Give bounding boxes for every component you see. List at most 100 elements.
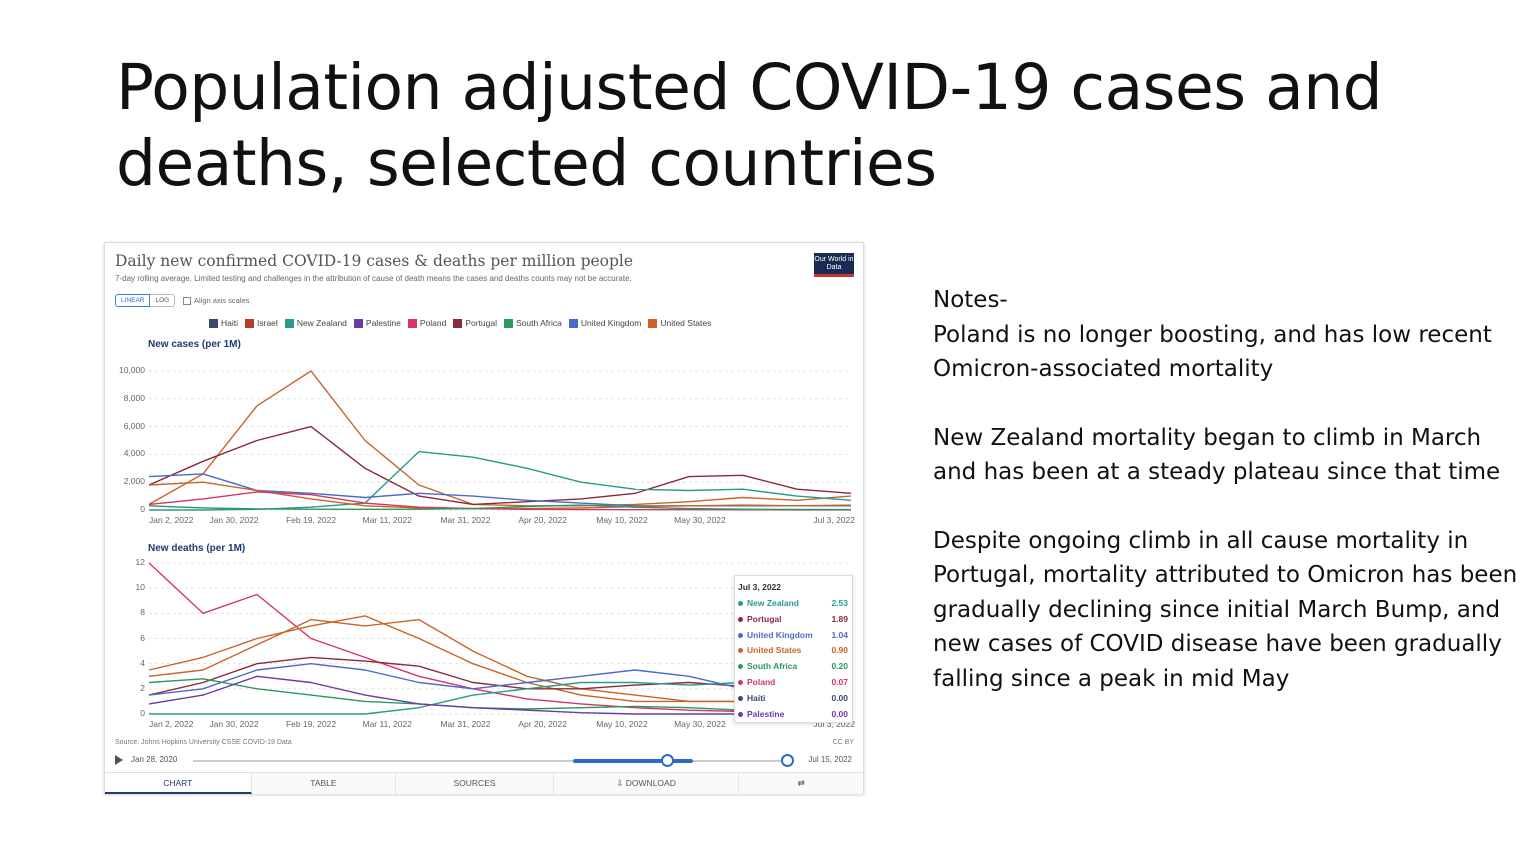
license-link[interactable]: CC BY (832, 739, 854, 746)
notes-heading: Notes- (933, 287, 1008, 313)
x-tick-label: Jan 30, 2022 (209, 719, 259, 729)
legend-label: Poland (419, 318, 447, 328)
tooltip-dot (738, 711, 743, 717)
y-tick-label: 10 (135, 582, 145, 593)
timeline-track[interactable] (193, 760, 791, 762)
align-axis-checkbox[interactable]: Align axis scales (183, 296, 249, 305)
legend-item-poland[interactable]: Poland (407, 318, 447, 328)
x-tick-label: Feb 19, 2022 (285, 515, 337, 525)
legend-label: United States (660, 318, 712, 328)
tooltip-dot (738, 695, 743, 701)
x-tick-label: Jul 3, 2022 (813, 515, 855, 525)
timeline-end-label: Jul 15, 2022 (808, 755, 852, 764)
tooltip-row: Palestine 0.00 (738, 709, 848, 719)
legend-swatch (648, 318, 658, 328)
note-new-zealand: New Zealand mortality began to climb in … (933, 424, 1501, 486)
series-line-portugal[interactable] (148, 425, 852, 506)
y-tick-label: 4,000 (123, 448, 145, 459)
linear-scale-button[interactable]: LINEAR (115, 294, 151, 307)
series-line-israel[interactable] (148, 370, 852, 507)
tooltip-row: Haiti 0.00 (738, 693, 848, 703)
play-icon[interactable] (115, 755, 123, 765)
legend-label: South Africa (516, 318, 562, 328)
tab-chart[interactable]: CHART (105, 773, 252, 794)
y-tick-label: 0 (140, 504, 145, 514)
y-tick-label: 8 (140, 607, 145, 618)
slide-title: Population adjusted COVID-19 cases and d… (116, 50, 1416, 202)
x-tick-label: Jan 2, 2022 (149, 515, 194, 525)
note-poland: Poland is no longer boosting, and has lo… (933, 321, 1492, 383)
y-tick-label: 2,000 (123, 476, 145, 487)
chart-subtitle: 7-day rolling average. Limited testing a… (115, 274, 632, 283)
tooltip-series-name: South Africa (747, 661, 798, 672)
y-tick-label: 12 (135, 557, 145, 567)
x-tick-label: May 10, 2022 (596, 515, 648, 525)
legend-swatch (284, 318, 294, 328)
tooltip-series-value: 0.20 (831, 661, 848, 672)
series-line-new-zealand[interactable] (149, 450, 852, 511)
share-button[interactable]: ⇄ (739, 773, 863, 794)
legend-item-united-kingdom[interactable]: United Kingdom (568, 318, 641, 328)
x-tick-label: Mar 31, 2022 (440, 515, 491, 525)
legend-item-palestine[interactable]: Palestine (353, 318, 401, 328)
owid-logo[interactable]: Our World in Data (814, 253, 854, 277)
legend-swatch (353, 318, 363, 328)
series-line-south-africa[interactable] (148, 504, 852, 511)
tooltip-row: Poland 0.07 (738, 677, 848, 687)
tab-sources[interactable]: SOURCES (396, 773, 554, 794)
timeline-slider[interactable]: Jan 28, 2020 Jul 15, 2022 (115, 753, 855, 767)
y-tick-label: 0 (140, 708, 145, 718)
align-axis-label: Align axis scales (194, 296, 250, 305)
chart-tabs: CHART TABLE SOURCES ⇩ DOWNLOAD ⇄ (105, 772, 863, 794)
tooltip-series-value: 0.07 (831, 677, 848, 687)
tooltip-dot (738, 601, 743, 606)
tooltip-row: United Kingdom 1.04 (738, 630, 848, 640)
chart-source[interactable]: Source: Johns Hopkins University CSSE CO… (115, 739, 292, 746)
legend-item-haiti[interactable]: Haiti (209, 318, 238, 328)
x-tick-label: Apr 20, 2022 (518, 719, 568, 729)
x-tick-label: Jul 3, 2022 (813, 719, 855, 729)
y-tick-label: 4 (140, 657, 145, 668)
tab-download[interactable]: ⇩ DOWNLOAD (553, 773, 740, 794)
tooltip-series-name: United Kingdom (747, 629, 813, 640)
note-portugal: Despite ongoing climb in all cause morta… (933, 527, 1518, 692)
slide-title-line-2: deaths, selected countries (116, 127, 937, 200)
timeline-end-handle[interactable] (781, 754, 794, 767)
slide-title-line-1: Population adjusted COVID-19 cases and (116, 51, 1383, 124)
tooltip-date: Jul 3, 2022 (738, 582, 782, 592)
x-tick-label: Mar 11, 2022 (362, 515, 412, 525)
legend-label: Palestine (365, 318, 401, 328)
x-tick-label: Feb 19, 2022 (285, 719, 337, 729)
legend-swatch (407, 318, 417, 328)
legend-item-portugal[interactable]: Portugal (453, 318, 497, 328)
tooltip-row: South Africa 0.20 (738, 661, 848, 671)
scale-toggle: LINEAR LOG (115, 294, 176, 307)
chart-tooltip: Jul 3, 2022 New Zealand 2.53 Portugal 1.89 U… (734, 575, 853, 723)
chart-title: Daily new confirmed COVID-19 cases & dea… (115, 252, 634, 270)
tooltip-dot (738, 680, 743, 685)
x-tick-label: May 30, 2022 (674, 719, 726, 729)
timeline-range[interactable] (573, 759, 693, 763)
owid-chart-card: Daily new confirmed COVID-19 cases & dea… (104, 242, 864, 794)
tab-table[interactable]: TABLE (251, 773, 397, 794)
x-tick-label: Jan 30, 2022 (209, 515, 259, 525)
tooltip-series-value: 0.90 (831, 645, 848, 656)
legend-item-new-zealand[interactable]: New Zealand (284, 318, 347, 328)
timeline-start-handle[interactable] (661, 754, 674, 767)
y-tick-label: 6,000 (123, 420, 145, 431)
legend-item-israel[interactable]: Israel (245, 318, 278, 328)
tooltip-dot (738, 648, 743, 654)
x-tick-label: Mar 31, 2022 (440, 719, 491, 729)
tooltip-series-value: 1.89 (831, 613, 848, 624)
checkbox-icon (183, 296, 191, 305)
timeline-start-label: Jan 28, 2020 (131, 755, 178, 764)
tooltip-series-name: Haiti (747, 692, 766, 703)
log-scale-button[interactable]: LOG (150, 294, 176, 307)
legend-item-united-states[interactable]: United States (648, 318, 711, 328)
tooltip-series-name: United States (747, 645, 802, 656)
legend-item-south-africa[interactable]: South Africa (504, 318, 562, 328)
tooltip-dot (738, 632, 743, 638)
x-tick-label: Apr 20, 2022 (518, 515, 568, 525)
x-tick-label: May 10, 2022 (596, 719, 648, 729)
y-tick-label: 6 (140, 632, 145, 643)
